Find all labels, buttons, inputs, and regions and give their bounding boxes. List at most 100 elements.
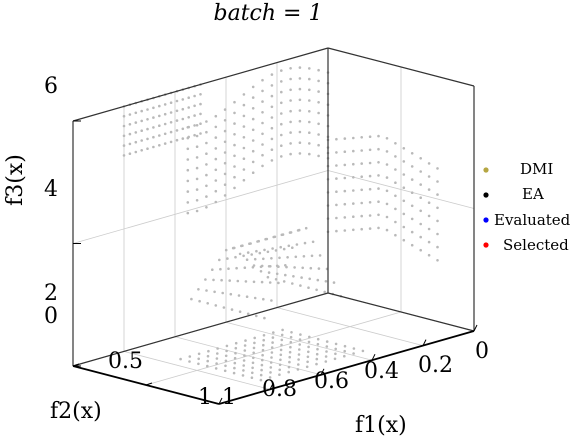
side-wall-point [368, 161, 372, 165]
back-wall-top-point [187, 106, 190, 109]
back-wall-point [223, 161, 227, 165]
back-wall-top-point [128, 142, 132, 146]
side-wall-point [410, 178, 414, 181]
cloud-point [315, 288, 318, 292]
back-wall-point [308, 67, 311, 70]
floor-point [271, 341, 274, 344]
cloud-point [236, 279, 240, 283]
back-wall-top-point [128, 152, 132, 155]
back-wall-top-point [152, 106, 155, 110]
back-wall-top-point [193, 114, 196, 117]
x-axis-line [218, 330, 475, 405]
floor-point [259, 373, 263, 377]
floor-point [324, 360, 328, 363]
back-wall-point [233, 122, 236, 125]
floor-point [288, 355, 292, 359]
floor-point [352, 347, 356, 350]
floor-point [280, 338, 284, 342]
back-wall-point [308, 142, 311, 145]
side-wall-point [335, 203, 338, 207]
back-wall-point [298, 66, 302, 69]
back-wall-point [298, 141, 302, 144]
grid-line [72, 170, 329, 244]
back-wall-point [251, 107, 255, 110]
back-wall-point [270, 73, 274, 76]
side-wall-point [394, 142, 397, 145]
floor-point [252, 356, 255, 360]
floor-point [179, 357, 182, 361]
back-wall-point [214, 136, 218, 139]
floor-point [281, 328, 284, 332]
back-wall-top-point [199, 112, 202, 116]
floor-point [270, 356, 273, 359]
back-wall-top-point [181, 98, 185, 101]
floor-point [306, 355, 310, 359]
back-wall-top-point [199, 93, 202, 96]
back-wall-point [308, 120, 311, 124]
side-wall-point [419, 183, 423, 186]
cloud-point [300, 276, 303, 279]
y-tick-label: 1 [198, 385, 212, 410]
side-wall-point [427, 162, 431, 165]
cloud-point [308, 277, 312, 281]
chart-title: batch = 1 [214, 1, 323, 26]
cloud-point [245, 295, 249, 299]
side-wall-point [385, 176, 389, 179]
floor-point [262, 338, 266, 342]
cloud-point [205, 289, 208, 292]
floor-point [270, 351, 274, 354]
back-wall-point [298, 109, 302, 112]
back-wall-point [195, 156, 199, 159]
floor-point [261, 348, 265, 352]
floor-point [278, 368, 282, 372]
floor-point [262, 343, 265, 347]
side-wall-point [427, 214, 431, 218]
back-wall-point [242, 93, 246, 96]
floor-point [343, 344, 347, 348]
side-wall-point [368, 148, 372, 152]
back-wall-point [298, 77, 302, 80]
back-wall-point [186, 190, 190, 193]
side-wall-point [385, 202, 389, 206]
back-wall-point [280, 122, 283, 126]
side-wall-point [377, 174, 380, 177]
floor-point [224, 354, 228, 358]
back-wall-top-point [140, 119, 143, 123]
side-wall-point [427, 201, 431, 204]
back-wall-point [251, 171, 255, 174]
side-wall-point [402, 173, 406, 176]
floor-point [224, 359, 228, 363]
side-wall-point [343, 202, 347, 206]
back-wall-top-point [181, 117, 185, 121]
back-wall-point [280, 133, 283, 137]
back-wall-point [251, 149, 255, 153]
legend-label-dmi: DMI [520, 160, 553, 178]
cloud-point [259, 270, 263, 273]
back-wall-point [270, 105, 274, 109]
cloud-point [249, 242, 252, 245]
cloud-point [310, 254, 314, 258]
floor-point [333, 357, 337, 361]
back-wall-top-point [140, 139, 143, 142]
back-wall-point [205, 206, 208, 209]
back-wall-point [195, 209, 199, 213]
cloud-point [286, 255, 289, 259]
back-wall-top-point [199, 122, 202, 125]
back-wall-point [317, 154, 320, 158]
floor-point [225, 349, 228, 353]
back-wall-point [242, 125, 246, 128]
back-wall-point [289, 120, 292, 124]
back-wall-top-point [163, 122, 167, 126]
back-wall-point [233, 186, 236, 190]
side-wall-point [335, 190, 338, 193]
cloud-point [307, 286, 310, 290]
side-wall-point [427, 188, 431, 191]
back-wall-top-point [193, 94, 196, 98]
legend-marker-dmi [483, 167, 489, 173]
cloud-point [294, 255, 298, 259]
back-wall-point [251, 160, 255, 164]
back-wall-top-point [128, 132, 132, 136]
cloud-point [204, 278, 207, 281]
cloud-point [244, 280, 248, 283]
